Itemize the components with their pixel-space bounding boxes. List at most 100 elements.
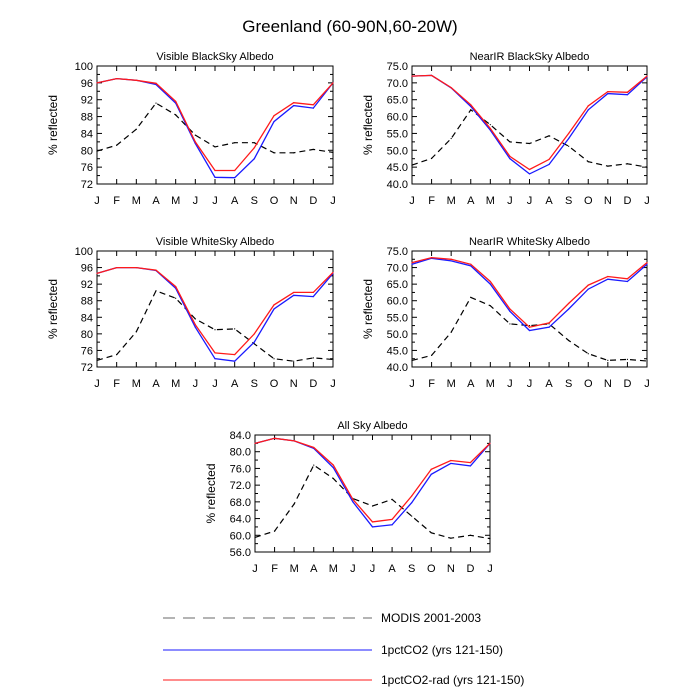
data-point [411, 262, 413, 264]
y-tick-label: 84 [81, 128, 93, 140]
data-point [194, 141, 196, 143]
x-tick-label: J [94, 195, 100, 207]
data-point [470, 104, 472, 106]
data-point [116, 78, 118, 80]
data-point [548, 326, 550, 328]
data-point [646, 75, 648, 77]
x-tick-label: D [623, 378, 631, 390]
data-point [607, 359, 609, 361]
y-tick-label: 60.0 [387, 112, 408, 124]
x-tick-label: D [309, 378, 317, 390]
data-point [568, 145, 570, 147]
y-tick-label: 76 [81, 345, 93, 357]
y-tick-label: 84.0 [230, 430, 251, 442]
data-point [470, 265, 472, 267]
x-tick-label: A [310, 563, 318, 575]
y-tick-label: 70.0 [387, 263, 408, 275]
x-tick-label: S [251, 378, 258, 390]
data-point [175, 297, 177, 299]
y-tick-label: 60.0 [230, 530, 251, 542]
data-point [646, 360, 648, 362]
panel-4: NearIR WhiteSky Albedo % reflected 40.0 45.… [361, 236, 650, 390]
data-point [135, 128, 137, 130]
y-tick-label: 70.0 [387, 78, 408, 90]
y-tick-label: 72 [81, 362, 93, 374]
x-tick-label: J [212, 378, 218, 390]
y-tick-label: 100 [75, 61, 93, 73]
y-tick-label: 80 [81, 145, 93, 157]
data-point [509, 310, 511, 312]
y-tick-label: 92 [81, 95, 93, 107]
data-point [528, 324, 531, 327]
data-point [411, 263, 413, 265]
data-point [371, 521, 374, 523]
x-tick-label: D [466, 563, 474, 575]
legend-label: 1pctCO2 (yrs 121-150) [381, 643, 503, 657]
data-point [371, 505, 374, 507]
data-point [568, 137, 570, 140]
plot-frame [411, 65, 648, 185]
data-point [312, 104, 314, 106]
panel-title: NearIR BlackSky Albedo [470, 51, 590, 63]
y-tick-label: 55.0 [387, 312, 408, 324]
plot-frame [411, 250, 648, 368]
data-point [391, 524, 393, 526]
y-tick-label: 56.0 [230, 547, 251, 559]
x-tick-label: M [171, 378, 180, 390]
y-tick-label: 40.0 [387, 362, 408, 374]
data-point [411, 502, 413, 504]
data-point [587, 109, 589, 111]
legend-item-1: MODIS 2001-2003 [163, 611, 481, 625]
x-tick-label: A [467, 378, 475, 390]
data-point [587, 161, 589, 163]
x-tick-label: J [644, 195, 650, 207]
data-point [489, 283, 491, 285]
data-point [116, 144, 118, 146]
x-tick-label: J [94, 378, 100, 390]
data-point [194, 324, 196, 326]
x-tick-label: O [584, 195, 593, 207]
data-point [626, 358, 629, 360]
data-point [253, 333, 255, 335]
data-point [489, 442, 491, 444]
x-tick-label: A [231, 195, 239, 207]
y-tick-label: 65.0 [387, 95, 408, 107]
y-tick-label: 75.0 [387, 246, 408, 258]
y-tick-label: 68.0 [230, 497, 251, 509]
data-point [489, 305, 491, 307]
modis-line [96, 102, 334, 154]
data-point [214, 352, 216, 354]
data-point [214, 176, 216, 178]
series-1pctco2-rad-line [96, 77, 334, 172]
x-tick-label: M [486, 378, 495, 390]
data-point [587, 284, 589, 286]
data-point [607, 275, 609, 278]
data-point [352, 501, 354, 503]
x-tick-label: N [290, 378, 298, 390]
x-tick-label: J [409, 195, 415, 207]
data-point [411, 495, 413, 497]
data-point [214, 169, 216, 172]
y-tick-label: 84 [81, 312, 93, 324]
data-point [509, 323, 511, 325]
x-tick-label: A [152, 378, 160, 390]
data-point [568, 308, 570, 310]
y-tick-label: 45.0 [387, 345, 408, 357]
data-point [175, 286, 177, 288]
data-point [528, 326, 531, 328]
x-tick-label: J [212, 195, 218, 207]
plot-frame [254, 434, 491, 553]
x-tick-label: F [428, 378, 435, 390]
x-tick-label: J [252, 563, 258, 575]
x-tick-label: O [427, 563, 436, 575]
data-point [430, 354, 433, 356]
panel-1: Visible BlackSky Albedo % reflected 72 76 80… [46, 51, 336, 207]
y-tick-label: 72 [81, 179, 93, 191]
x-tick-label: J [487, 563, 493, 575]
x-tick-label: O [584, 378, 593, 390]
data-point [470, 109, 472, 111]
y-tick-label: 80 [81, 329, 93, 341]
x-tick-label: M [171, 195, 180, 207]
x-tick-label: A [152, 195, 160, 207]
legend-label: 1pctCO2-rad (yrs 121-150) [381, 673, 524, 687]
